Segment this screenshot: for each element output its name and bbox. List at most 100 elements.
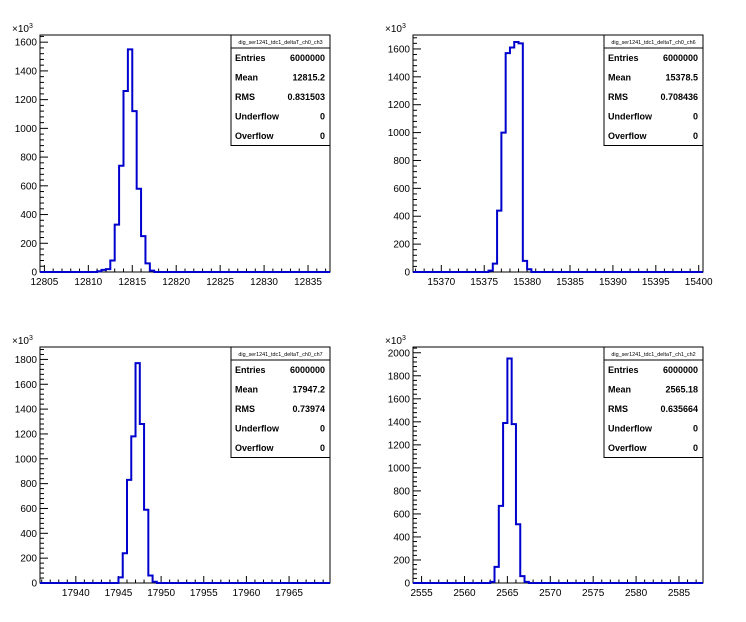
y-tick-label: 1400 <box>388 72 411 83</box>
stats-value: 6000000 <box>663 53 698 63</box>
stats-label: Mean <box>608 385 631 395</box>
histogram-series-line <box>40 48 330 273</box>
y-tick-label: 400 <box>393 532 410 543</box>
stats-box-title: dig_ser1241_tdc1_deltaT_ch0_ch3 <box>238 40 322 46</box>
multiplier-base: ×10 <box>12 336 29 347</box>
stats-box <box>603 346 704 458</box>
x-tick-label: 17960 <box>233 588 261 599</box>
x-tick-label: 2555 <box>410 588 433 599</box>
y-tick-label: 1000 <box>388 463 411 474</box>
x-tick-label: 15380 <box>513 277 541 288</box>
histogram-bin <box>512 424 516 583</box>
histogram-bin <box>118 577 122 583</box>
histogram-bin <box>97 271 101 272</box>
stats-label: Underflow <box>235 424 280 434</box>
stats-label: Mean <box>235 385 258 395</box>
histogram-bin <box>506 53 510 272</box>
histogram-bin <box>148 576 152 583</box>
multiplier-base: ×10 <box>12 24 29 35</box>
multiplier-base: ×10 <box>385 336 402 347</box>
y-axis-multiplier: ×103 <box>12 23 33 35</box>
y-tick-label: 200 <box>393 555 410 566</box>
histogram-bin <box>141 236 145 272</box>
stats-label: RMS <box>235 404 255 414</box>
x-tick-label: 17940 <box>62 588 90 599</box>
stats-label: Overflow <box>608 131 648 141</box>
stats-label: Overflow <box>235 443 275 453</box>
stats-label: RMS <box>608 404 628 414</box>
stats-value: 0 <box>693 443 698 453</box>
histogram-bin <box>514 42 518 272</box>
y-tick-label: 1600 <box>388 44 411 55</box>
stats-label: Overflow <box>235 131 275 141</box>
histogram-bin <box>501 133 505 272</box>
stats-label: Mean <box>235 73 258 83</box>
y-tick-label: 1400 <box>15 66 38 77</box>
histogram-bin <box>145 263 149 272</box>
histogram-bin <box>132 111 136 272</box>
multiplier-exponent: 3 <box>402 23 406 30</box>
y-axis-multiplier: ×103 <box>385 335 406 347</box>
x-tick-label: 12805 <box>30 277 58 288</box>
histogram-series-line <box>40 362 330 584</box>
histogram-bin <box>527 269 531 272</box>
x-tick-label: 2580 <box>625 588 648 599</box>
histogram-bin <box>106 269 110 272</box>
histogram-bin <box>516 524 520 583</box>
histogram-bin <box>110 261 114 272</box>
stats-box <box>230 346 331 458</box>
histogram-bin <box>153 582 157 583</box>
stats-label: Overflow <box>608 443 648 453</box>
x-tick-label: 15370 <box>427 277 455 288</box>
y-tick-label: 800 <box>20 153 37 164</box>
stats-value: 0 <box>693 131 698 141</box>
y-tick-label: 1200 <box>388 440 411 451</box>
y-tick-label: 0 <box>31 268 37 279</box>
y-axis-multiplier: ×103 <box>12 335 33 347</box>
stats-box <box>603 34 704 146</box>
histogram-bin <box>128 49 132 272</box>
stats-box-title: dig_ser1241_tdc1_deltaT_ch0_ch6 <box>611 40 695 46</box>
x-tick-label: 15375 <box>470 277 498 288</box>
multiplier-exponent: 3 <box>29 23 33 30</box>
x-tick-label: 15395 <box>642 277 670 288</box>
stats-label: Mean <box>608 73 631 83</box>
histogram-bin <box>503 423 507 583</box>
histogram-bin <box>119 166 123 272</box>
y-tick-label: 600 <box>20 504 37 515</box>
stats-label: Underflow <box>608 424 653 434</box>
x-tick-label: 12820 <box>162 277 190 288</box>
stats-box <box>230 34 331 146</box>
y-tick-label: 600 <box>20 181 37 192</box>
stats-label: Entries <box>608 53 639 63</box>
y-tick-label: 1000 <box>388 128 411 139</box>
y-tick-label: 800 <box>393 156 410 167</box>
x-tick-label: 17950 <box>147 588 175 599</box>
y-tick-label: 1200 <box>15 429 38 440</box>
histogram-bin <box>525 582 529 583</box>
histogram-panel-3: 17940 17945 17950 17955 17960 17965 0 200 400 600… <box>12 335 331 599</box>
x-tick-label: 15400 <box>685 277 713 288</box>
histogram-bin <box>489 271 493 272</box>
histogram-bin <box>490 582 494 583</box>
x-tick-label: 2585 <box>668 588 691 599</box>
stats-value: 0 <box>320 443 325 453</box>
stats-value: 0 <box>320 424 325 434</box>
stats-value: 0.73974 <box>292 404 325 414</box>
histogram-panel-1: 12805 12810 12815 12820 12825 12830 12835 0 200 4… <box>12 23 331 288</box>
y-tick-label: 200 <box>20 239 37 250</box>
y-tick-label: 1000 <box>15 124 38 135</box>
stats-label: Entries <box>608 365 639 375</box>
stats-label: RMS <box>608 92 628 102</box>
y-tick-label: 600 <box>393 509 410 520</box>
multiplier-exponent: 3 <box>29 335 33 342</box>
x-tick-label: 17955 <box>190 588 218 599</box>
y-tick-label: 1400 <box>388 417 411 428</box>
y-tick-label: 0 <box>404 268 410 279</box>
histogram-bin <box>499 506 503 583</box>
stats-box-title: dig_ser1241_tdc1_deltaT_ch1_ch2 <box>611 352 695 358</box>
stats-value: 0 <box>693 112 698 122</box>
stats-value: 6000000 <box>663 365 698 375</box>
x-tick-label: 2570 <box>539 588 562 599</box>
